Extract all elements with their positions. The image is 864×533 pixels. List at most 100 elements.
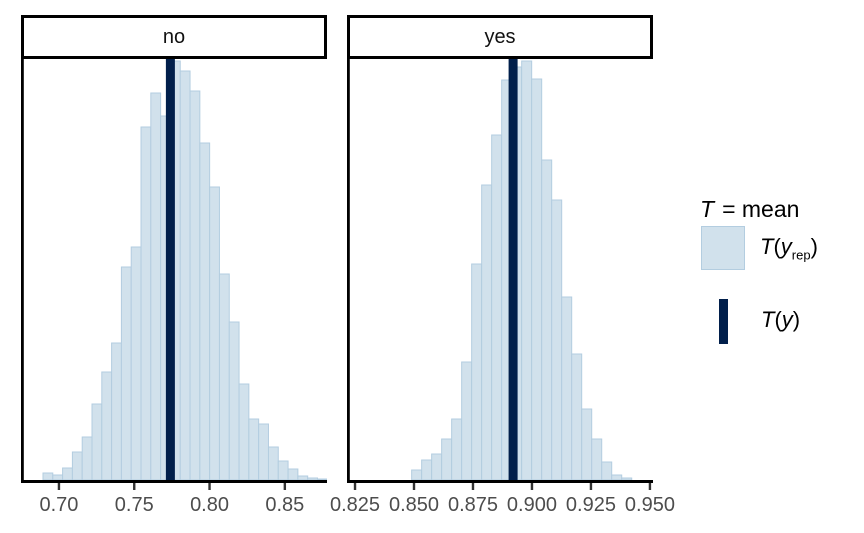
y-line-swatch: [719, 299, 728, 344]
hist-bar: [189, 90, 201, 481]
x-tick-mark: [57, 483, 61, 490]
hist-bar: [571, 353, 583, 481]
legend-item-y: T(y): [701, 299, 800, 344]
hist-bar: [62, 467, 73, 481]
math-y: y: [781, 307, 793, 333]
hist-bar: [179, 70, 191, 481]
x-tick-label: 0.875: [447, 494, 499, 516]
facet-strip-no: no: [21, 15, 327, 59]
x-tick-mark: [648, 483, 652, 490]
yrep-swatch: [701, 226, 745, 270]
legend: T = mean T(yrep) T(y): [700, 196, 864, 356]
hist-bar: [287, 468, 299, 481]
hist-bar: [431, 453, 443, 481]
x-tick-mark: [412, 483, 416, 490]
hist-bar: [601, 461, 613, 481]
facet-yes: yes 0.825 0.850 0.875 0.900 0.925 0.950: [330, 15, 675, 525]
hist-bar: [551, 199, 563, 481]
hist-bar: [130, 246, 142, 481]
legend-title: T = mean: [700, 196, 799, 223]
x-tick-mark: [589, 483, 593, 490]
math-paren-close: ): [792, 307, 801, 333]
hist-bar: [316, 478, 327, 481]
x-tick-label: 0.85: [265, 494, 305, 516]
y-axis-line: [347, 59, 350, 483]
facet-no: no 0.70 0.75 0.80 0.85: [21, 15, 327, 525]
hist-bar: [621, 477, 633, 481]
hist-bar: [481, 184, 493, 481]
x-tick-label: 0.825: [329, 494, 381, 516]
x-tick-mark: [353, 483, 357, 490]
hist-bar: [491, 134, 503, 481]
hist-bar: [461, 361, 473, 481]
x-tick-mark: [283, 483, 287, 490]
hist-bar: [411, 469, 423, 481]
x-tick-mark: [208, 483, 211, 490]
math-paren-open: (: [773, 233, 781, 259]
x-tick-mark: [133, 483, 136, 490]
hist-bar: [238, 383, 250, 481]
hist-bar: [521, 60, 533, 481]
hist-bar: [441, 438, 453, 481]
math-y: y: [780, 233, 792, 259]
hist-bar: [267, 446, 279, 481]
facet-label-yes: yes: [484, 25, 516, 48]
hist-bar: [581, 408, 593, 481]
hist-bar: [421, 459, 433, 481]
hist-bar: [248, 418, 260, 481]
hist-bar: [71, 451, 83, 481]
math-sub-rep: rep: [791, 247, 811, 263]
hist-bar: [228, 321, 240, 481]
hist-bar: [531, 78, 543, 481]
x-tick-label: 0.850: [388, 494, 440, 516]
hist-bar: [307, 477, 318, 481]
legend-item-yrep: T(yrep): [701, 226, 818, 270]
legend-label-y: T(y): [761, 307, 800, 335]
x-axis-line: [347, 480, 653, 483]
hist-bar: [258, 423, 269, 481]
x-tick-label: 0.925: [565, 494, 616, 516]
x-tick-label: 0.80: [190, 494, 229, 516]
stat-line: [508, 59, 518, 480]
histogram-panel-no: [21, 59, 327, 490]
math-paren-open: (: [774, 307, 782, 333]
histogram-panel-yes: [347, 59, 653, 490]
hist-bar: [91, 403, 103, 481]
x-tick-mark: [471, 483, 475, 490]
y-axis-line: [21, 59, 24, 483]
legend-label-yrep: T(yrep): [760, 234, 818, 262]
math-paren-close: ): [810, 233, 818, 259]
hist-bar: [561, 296, 573, 481]
hist-bar: [471, 263, 483, 481]
hist-bar: [81, 436, 93, 481]
x-tick-mark: [530, 483, 534, 490]
facet-strip-yes: yes: [347, 15, 653, 59]
x-tick-label: 0.70: [39, 494, 79, 516]
legend-title-rest: = mean: [722, 196, 800, 222]
hist-bar: [140, 126, 152, 481]
x-axis-labels-yes: 0.825 0.850 0.875 0.900 0.925 0.950: [330, 494, 675, 520]
x-axis-labels-no: 0.70 0.75 0.80 0.85: [21, 494, 327, 520]
hist-bar: [277, 460, 289, 481]
math-T: T: [760, 233, 774, 259]
x-tick-label: 0.950: [624, 494, 675, 516]
hist-bar: [297, 475, 309, 481]
hist-bar: [541, 159, 553, 481]
hist-bar: [199, 142, 211, 481]
x-tick-label: 0.900: [506, 494, 557, 516]
hist-bar: [611, 474, 623, 481]
hist-bar: [52, 474, 64, 481]
hist-bar: [111, 342, 122, 481]
hist-bar: [42, 472, 54, 481]
hist-bar: [120, 266, 132, 481]
math-T: T: [761, 307, 775, 333]
hist-bar: [218, 273, 230, 481]
hist-bar: [150, 92, 162, 481]
hist-bar: [209, 186, 220, 481]
legend-title-T: T: [700, 196, 715, 222]
stat-line: [165, 59, 175, 480]
hist-bar: [101, 371, 113, 481]
x-tick-label: 0.75: [114, 494, 154, 516]
hist-bar: [451, 418, 463, 481]
